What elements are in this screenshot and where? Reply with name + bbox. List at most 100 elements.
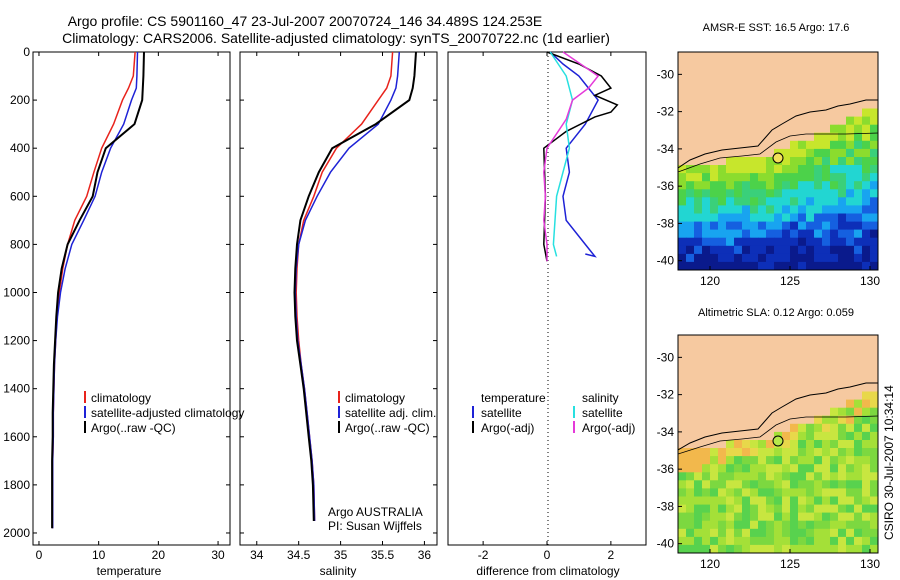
heatmap-cell bbox=[790, 456, 799, 465]
heatmap-cell bbox=[814, 173, 823, 182]
heatmap-cell bbox=[710, 456, 719, 465]
heatmap-cell bbox=[862, 528, 871, 538]
x-tick-label: 20 bbox=[152, 548, 166, 562]
heatmap-cell bbox=[806, 189, 815, 198]
heatmap-cell bbox=[854, 440, 863, 449]
heatmap-cell bbox=[750, 528, 759, 538]
heatmap-cell bbox=[726, 528, 735, 538]
legend-label-argo: Argo(..raw -QC) bbox=[91, 421, 176, 435]
heatmap-cell bbox=[830, 520, 839, 530]
heatmap-cell bbox=[726, 536, 735, 546]
heatmap-cell bbox=[742, 504, 751, 514]
heatmap-cell bbox=[822, 472, 831, 481]
heatmap-cell bbox=[718, 245, 727, 255]
heatmap-cell bbox=[742, 512, 751, 522]
heatmap-cell bbox=[678, 261, 687, 270]
heatmap-cell bbox=[734, 520, 743, 530]
heatmap-cell bbox=[782, 245, 791, 255]
salinity-lines bbox=[293, 51, 417, 522]
heatmap-cell bbox=[742, 536, 751, 546]
heatmap-cell bbox=[726, 197, 735, 206]
heatmap-cell bbox=[782, 261, 791, 270]
heatmap-cell bbox=[862, 488, 871, 497]
heatmap-cell bbox=[686, 520, 695, 530]
heatmap-cell bbox=[846, 116, 855, 126]
heatmap-cell bbox=[678, 544, 687, 553]
heatmap-cell bbox=[710, 488, 719, 497]
heatmap-cell bbox=[798, 213, 807, 223]
temperature-legend: climatology satellite-adjusted climatolo… bbox=[84, 391, 244, 435]
heatmap-cell bbox=[822, 245, 831, 255]
heatmap-cell bbox=[686, 229, 695, 239]
heatmap-cell bbox=[862, 253, 871, 263]
heatmap-cell bbox=[854, 407, 863, 417]
heatmap-cell bbox=[798, 431, 807, 441]
x-tick-label: 130 bbox=[860, 274, 880, 288]
heatmap-cell bbox=[822, 173, 831, 182]
heatmap-cell bbox=[686, 456, 695, 465]
heatmap-cell bbox=[830, 189, 839, 198]
heatmap-cell bbox=[870, 205, 878, 214]
heatmap-cell bbox=[838, 197, 847, 206]
heatmap-cell bbox=[846, 456, 855, 465]
heatmap-cell bbox=[814, 480, 823, 489]
heatmap-cell bbox=[854, 237, 863, 247]
heatmap-cell bbox=[838, 221, 847, 231]
heatmap-cell bbox=[726, 464, 735, 473]
series-line bbox=[549, 51, 599, 258]
heatmap-cell bbox=[774, 245, 783, 255]
heatmap-cell bbox=[798, 544, 807, 553]
heatmap-cell bbox=[678, 189, 687, 198]
heatmap-cell bbox=[710, 237, 719, 247]
heatmap-cell bbox=[758, 544, 767, 553]
heatmap-cell bbox=[790, 253, 799, 263]
heatmap-cell bbox=[838, 544, 847, 553]
heatmap-cell bbox=[718, 237, 727, 247]
heatmap-cell bbox=[718, 173, 727, 182]
heatmap-cell bbox=[742, 448, 751, 457]
heatmap-cell bbox=[790, 205, 799, 214]
heatmap-cell bbox=[710, 496, 719, 506]
heatmap-cell bbox=[790, 440, 799, 449]
heatmap-cell bbox=[846, 431, 855, 441]
heatmap-cell bbox=[798, 480, 807, 489]
heatmap-cell bbox=[686, 504, 695, 514]
heatmap-cell bbox=[742, 245, 751, 255]
sst-contour bbox=[678, 132, 878, 173]
heatmap-cell bbox=[710, 544, 719, 553]
heatmap-cell bbox=[694, 496, 703, 506]
heatmap-cell bbox=[718, 528, 727, 538]
y-tick-label: -32 bbox=[657, 388, 675, 402]
heatmap-cell bbox=[718, 197, 727, 206]
heatmap-cell bbox=[758, 504, 767, 514]
heatmap-cell bbox=[702, 229, 711, 239]
heatmap-cell bbox=[678, 181, 687, 190]
heatmap-cell bbox=[870, 407, 878, 417]
heatmap-cell bbox=[814, 213, 823, 223]
x-tick-label: 0 bbox=[36, 548, 43, 562]
heatmap-cell bbox=[862, 221, 871, 231]
heatmap-cell bbox=[782, 480, 791, 489]
x-tick-label: 125 bbox=[780, 557, 800, 571]
heatmap-cell bbox=[766, 221, 775, 231]
heatmap-cell bbox=[766, 237, 775, 247]
heatmap-cell bbox=[854, 456, 863, 465]
heatmap-cell bbox=[846, 504, 855, 514]
heatmap-cell bbox=[814, 189, 823, 198]
heatmap-cell bbox=[790, 229, 799, 239]
heatmap-cell bbox=[838, 148, 847, 158]
heatmap-cell bbox=[742, 213, 751, 223]
heatmap-cell bbox=[798, 205, 807, 214]
heatmap-cell bbox=[846, 480, 855, 489]
heatmap-cell bbox=[862, 472, 871, 481]
heatmap-cell bbox=[750, 520, 759, 530]
heatmap-cell bbox=[854, 132, 863, 142]
heatmap-cell bbox=[870, 132, 878, 142]
heatmap-cell bbox=[830, 157, 839, 166]
heatmap-cell bbox=[846, 448, 855, 457]
x-tick-label: 120 bbox=[700, 557, 720, 571]
heatmap-cell bbox=[870, 391, 878, 401]
heatmap-cell bbox=[822, 261, 831, 270]
heatmap-cell bbox=[750, 440, 759, 449]
heatmap-cell bbox=[838, 189, 847, 198]
